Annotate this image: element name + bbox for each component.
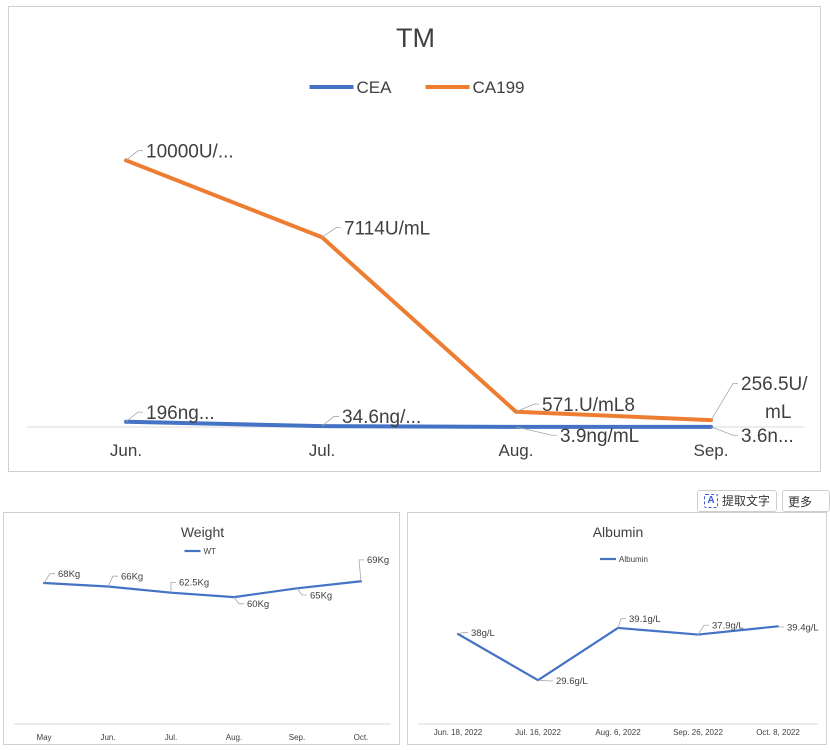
tm-label-leader	[321, 227, 341, 238]
alb-series-line-albumin	[456, 625, 780, 682]
wt-data-label: 68Kg	[58, 569, 80, 580]
alb-data-label: 39.4g/L	[787, 622, 819, 633]
alb-label-leader	[697, 624, 709, 635]
tm-data-label: 196ng...	[146, 403, 215, 424]
wt-data-label: 60Kg	[247, 599, 269, 610]
albumin-chart: Albumin Albumin Jun. 18, 2022 Jul. 16, 2022…	[418, 524, 819, 737]
alb-x-tick-label: Jun. 18, 2022	[434, 728, 483, 737]
tm-label-leader	[515, 403, 539, 413]
tm-label-leader	[515, 426, 557, 436]
alb-data-label: 39.1g/L	[629, 614, 661, 625]
tm-chart-title: TM	[396, 23, 435, 53]
extract-text-label: 提取文字	[722, 494, 771, 508]
tm-label-leader	[321, 416, 339, 427]
alb-label-leader	[617, 618, 626, 629]
alb-x-tick-label: Aug. 6, 2022	[595, 728, 641, 737]
alb-x-tick-label: Oct. 8, 2022	[756, 728, 800, 737]
wt-x-tick-label: Aug.	[226, 733, 242, 742]
tm-label-leader	[125, 150, 143, 161]
text-extract-icon: A	[704, 494, 718, 508]
tm-x-tick-label: Jun.	[110, 441, 142, 460]
tm-series-line-cea	[124, 419, 713, 429]
alb-legend-label-0: Albumin	[619, 555, 648, 564]
tm-series-line-ca199	[124, 158, 713, 423]
tm-data-label: 3.6n...	[741, 426, 794, 447]
wt-x-tick-label: Jul.	[165, 733, 177, 742]
tm-data-label: 34.6ng/...	[342, 407, 421, 428]
wt-label-leader	[107, 575, 118, 587]
wt-data-label: 69Kg	[367, 555, 389, 566]
alb-chart-title: Albumin	[593, 524, 644, 540]
wt-data-label: 66Kg	[121, 572, 143, 583]
alb-label-leader	[777, 625, 784, 628]
tm-legend-label-1: CA199	[473, 78, 525, 97]
tm-chart-panel: TM CEA CA199 Jun. Jul. Aug. Sep. 196ng... 34.6ng…	[8, 6, 821, 472]
tm-data-label: 256.5U/mL	[741, 374, 808, 423]
alb-data-label: 37.9g/L	[712, 621, 744, 632]
weight-chart: Weight WT May Jun. Jul. Aug. Sep. Oct. 68Kg 66Kg 6…	[14, 524, 391, 742]
alb-data-label: 29.6g/L	[556, 676, 588, 687]
albumin-chart-panel: Albumin Albumin Jun. 18, 2022 Jul. 16, 2022…	[407, 512, 827, 745]
wt-label-leader	[233, 596, 244, 605]
alb-label-leader	[457, 632, 468, 635]
alb-x-tick-label: Jul. 16, 2022	[515, 728, 561, 737]
tm-chart: TM CEA CA199 Jun. Jul. Aug. Sep. 196ng... 34.6ng…	[27, 23, 808, 460]
tm-data-label: 3.9ng/mL	[560, 426, 639, 447]
tm-legend-label-0: CEA	[357, 78, 393, 97]
tm-x-tick-label: Aug.	[499, 441, 534, 460]
wt-x-tick-label: Oct.	[354, 733, 369, 742]
tm-data-label: 7114U/mL	[344, 218, 430, 239]
tm-x-tick-label: Sep.	[694, 441, 729, 460]
wt-data-label: 65Kg	[310, 590, 332, 601]
wt-x-tick-label: Jun.	[100, 733, 115, 742]
wt-chart-title: Weight	[181, 524, 224, 540]
wt-label-leader	[43, 573, 55, 584]
alb-x-tick-label: Sep. 26, 2022	[673, 728, 723, 737]
alb-data-label: 38g/L	[471, 628, 495, 639]
weight-chart-panel: Weight WT May Jun. Jul. Aug. Sep. Oct. 68Kg 66Kg 6…	[3, 512, 400, 745]
tm-label-leader	[710, 383, 738, 421]
tm-data-label: 571.U/mL8	[542, 395, 635, 416]
tm-label-leader	[125, 411, 143, 423]
wt-label-leader	[296, 588, 307, 596]
more-label: 更多	[788, 495, 813, 509]
tm-label-leader	[710, 426, 738, 436]
wt-x-tick-label: May	[36, 733, 51, 742]
wt-x-tick-label: Sep.	[289, 733, 305, 742]
alb-label-leader	[537, 679, 553, 682]
wt-legend-label-0: WT	[204, 547, 217, 556]
wt-label-leader	[358, 559, 364, 582]
tm-data-label: 10000U/...	[146, 141, 234, 162]
more-button[interactable]: 更多 ⌄	[782, 490, 830, 531]
tm-x-tick-label: Jul.	[309, 441, 335, 460]
wt-data-label: 62.5Kg	[179, 578, 209, 589]
wt-label-leader	[170, 581, 176, 593]
extract-text-button[interactable]: A 提取文字	[697, 490, 778, 512]
wt-series-line-wt	[42, 580, 363, 599]
